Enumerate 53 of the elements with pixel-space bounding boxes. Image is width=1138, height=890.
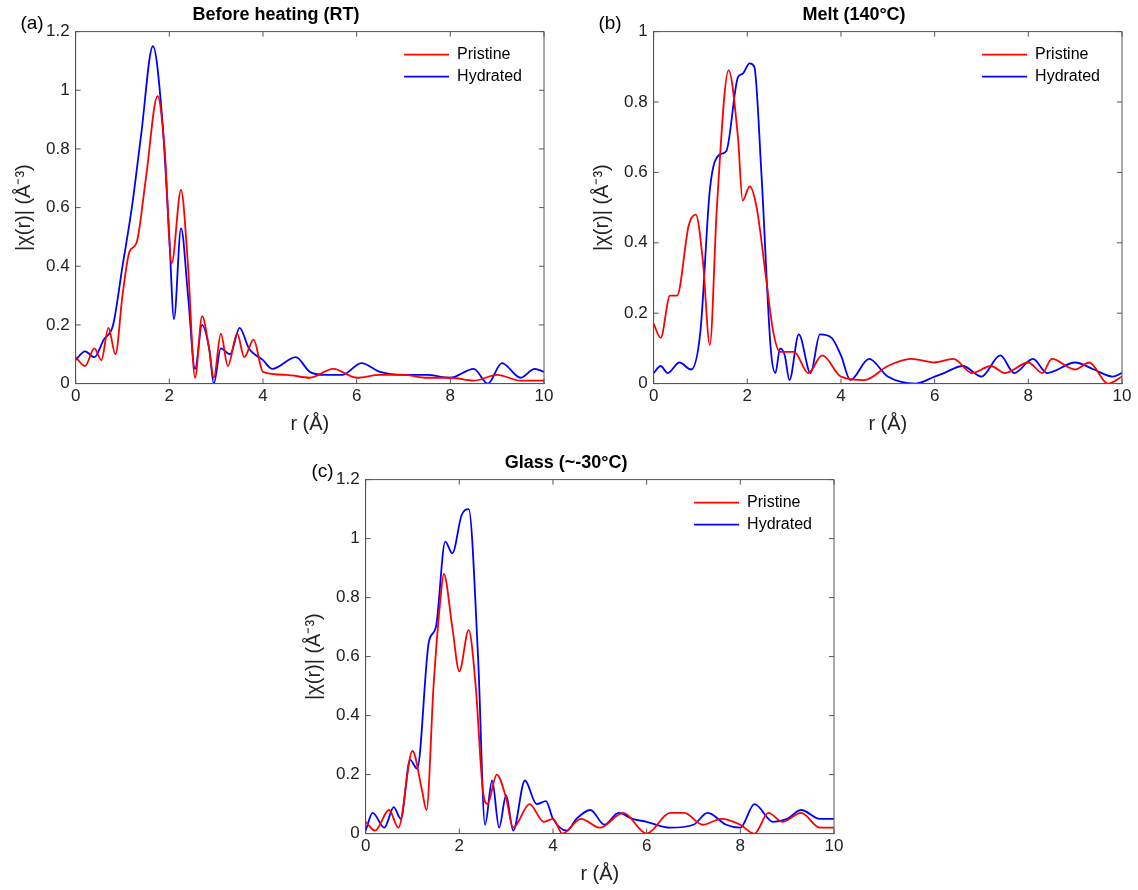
x-tick-label: 2 bbox=[164, 386, 175, 406]
legend-label: Hydrated bbox=[747, 515, 812, 533]
y-tick-label: 0.6 bbox=[335, 646, 360, 666]
y-tick-label: 0.2 bbox=[335, 764, 360, 784]
y-axis-title: |χ(r)| (Å⁻³) bbox=[589, 164, 612, 251]
x-axis-title: r (Å) bbox=[580, 861, 620, 884]
y-tick-label: 1 bbox=[638, 21, 648, 41]
x-axis-title: r (Å) bbox=[290, 411, 330, 434]
text: (c) bbox=[311, 459, 334, 481]
chart-title: Melt (140°C) bbox=[802, 3, 906, 24]
y-axis-title: |χ(r)| (Å⁻³) bbox=[301, 613, 324, 700]
x-tick-label: 10 bbox=[824, 836, 844, 856]
y-tick-label: 0.4 bbox=[335, 705, 360, 725]
y-tick-label: 0 bbox=[60, 373, 70, 393]
y-tick-label: 0.2 bbox=[623, 302, 648, 322]
x-tick-label: 10 bbox=[534, 386, 554, 406]
legend-label: Pristine bbox=[1035, 45, 1089, 63]
x-axis-title: r (Å) bbox=[868, 411, 908, 434]
x-tick-label: 4 bbox=[548, 836, 558, 856]
x-tick-label: 6 bbox=[351, 386, 362, 406]
text: (b) bbox=[598, 11, 622, 33]
legend-label: Hydrated bbox=[1035, 67, 1100, 85]
y-tick-label: 1 bbox=[350, 528, 360, 548]
chart-title: Before heating (RT) bbox=[192, 3, 360, 24]
legend-label: Pristine bbox=[747, 493, 801, 511]
y-tick-label: 0 bbox=[350, 823, 360, 843]
y-tick-label: 0.8 bbox=[623, 91, 648, 111]
chart-title: Glass (~-30°C) bbox=[504, 451, 628, 472]
x-tick-label: 8 bbox=[1023, 386, 1034, 406]
y-tick-label: 0.4 bbox=[623, 232, 648, 252]
y-tick-label: 0.8 bbox=[45, 138, 70, 158]
legend-label: Pristine bbox=[457, 45, 511, 63]
text: (a) bbox=[20, 11, 44, 33]
x-tick-label: 4 bbox=[836, 386, 846, 406]
y-tick-label: 1.2 bbox=[45, 21, 70, 41]
y-axis-title: |χ(r)| (Å⁻³) bbox=[11, 164, 34, 251]
y-tick-label: 0 bbox=[638, 373, 648, 393]
x-tick-label: 6 bbox=[641, 836, 652, 856]
y-tick-label: 0.6 bbox=[45, 197, 70, 217]
x-tick-label: 4 bbox=[258, 386, 268, 406]
x-tick-label: 8 bbox=[445, 386, 456, 406]
x-tick-label: 8 bbox=[735, 836, 746, 856]
legend-label: Hydrated bbox=[457, 67, 522, 85]
y-tick-label: 0.8 bbox=[335, 587, 360, 607]
x-tick-label: 10 bbox=[1112, 386, 1132, 406]
y-tick-label: 1.2 bbox=[335, 469, 360, 489]
x-tick-label: 2 bbox=[742, 386, 753, 406]
x-tick-label: 2 bbox=[454, 836, 465, 856]
y-tick-label: 0.2 bbox=[45, 314, 70, 334]
y-tick-label: 1 bbox=[60, 79, 70, 99]
y-tick-label: 0.6 bbox=[623, 162, 648, 182]
x-tick-label: 6 bbox=[929, 386, 940, 406]
y-tick-label: 0.4 bbox=[45, 255, 70, 275]
